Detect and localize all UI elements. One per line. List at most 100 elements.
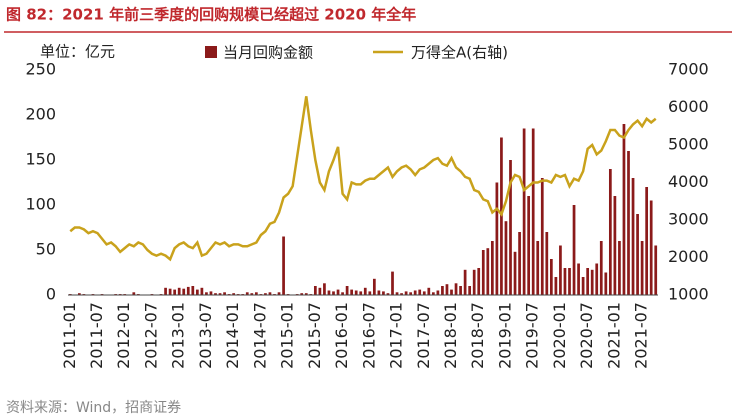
bar xyxy=(350,289,354,295)
bar xyxy=(572,205,576,295)
legend-label: 万得全A(右轴) xyxy=(411,44,508,62)
bar xyxy=(164,287,167,295)
bar xyxy=(463,269,467,295)
x-tick-label: 2020-07 xyxy=(577,302,596,369)
y2-tick-label: 3000 xyxy=(668,210,709,229)
bar xyxy=(264,293,267,295)
bar xyxy=(536,241,540,295)
x-tick-label: 2015-01 xyxy=(278,302,297,369)
x-tick-label: 2016-01 xyxy=(332,302,351,369)
bar xyxy=(413,290,417,295)
bar xyxy=(608,169,612,295)
bar xyxy=(232,293,236,295)
bar xyxy=(599,241,603,295)
bar xyxy=(540,178,544,295)
bar xyxy=(404,291,408,295)
bar xyxy=(513,251,517,295)
bar xyxy=(205,292,208,295)
bar xyxy=(332,291,335,295)
x-tick-label: 2021-07 xyxy=(632,302,651,369)
bar xyxy=(577,263,580,295)
bar xyxy=(554,277,558,295)
x-tick-label: 2018-01 xyxy=(441,302,460,369)
bar xyxy=(636,214,639,295)
bar xyxy=(559,245,562,295)
bar xyxy=(359,291,363,295)
bar xyxy=(409,292,413,295)
bar xyxy=(504,221,508,295)
bar xyxy=(622,124,626,295)
bar xyxy=(318,287,322,295)
bar xyxy=(345,286,349,295)
bar xyxy=(168,288,172,295)
bar xyxy=(245,292,249,295)
bar xyxy=(372,278,376,295)
bar xyxy=(282,236,285,295)
bar xyxy=(377,290,381,295)
bar xyxy=(441,286,444,295)
bar xyxy=(300,293,304,295)
bar xyxy=(581,277,585,295)
bar xyxy=(522,128,526,295)
y2-tick-label: 1000 xyxy=(668,285,709,304)
bar xyxy=(177,287,181,295)
bar xyxy=(431,292,435,295)
y2-tick-label: 7000 xyxy=(668,60,709,79)
y-tick-label: 50 xyxy=(36,240,56,259)
bar xyxy=(254,292,258,295)
bar xyxy=(645,187,649,295)
bar xyxy=(391,271,394,295)
bar xyxy=(590,269,594,295)
bar xyxy=(218,293,222,295)
bar xyxy=(214,293,217,295)
bar xyxy=(195,289,199,295)
bar xyxy=(182,288,186,295)
bar xyxy=(509,160,512,295)
bar xyxy=(354,290,358,295)
bar xyxy=(604,272,608,295)
bar xyxy=(400,293,403,295)
bar xyxy=(341,292,344,295)
unit-label: 单位：亿元 xyxy=(40,43,115,61)
y-tick-label: 200 xyxy=(25,105,56,124)
bar xyxy=(386,293,390,295)
x-tick-label: 2018-07 xyxy=(468,302,487,369)
bar xyxy=(586,268,590,295)
bar xyxy=(531,128,535,295)
legend-swatch xyxy=(205,46,217,58)
y2-tick-label: 6000 xyxy=(668,97,709,116)
bar xyxy=(459,286,462,295)
chart-title: 图 82：2021 年前三季度的回购规模已经超过 2020 年全年 xyxy=(6,6,416,24)
bar xyxy=(613,196,617,295)
bar xyxy=(277,292,281,295)
y-tick-label: 100 xyxy=(25,195,56,214)
x-tick-label: 2017-07 xyxy=(414,302,433,369)
x-tick-label: 2019-07 xyxy=(523,302,542,369)
bar xyxy=(486,248,490,295)
legend-label: 当月回购金额 xyxy=(223,44,313,62)
source: 资料来源：Wind，招商证券 xyxy=(6,400,181,416)
x-tick-label: 2016-07 xyxy=(359,302,378,369)
bar xyxy=(472,269,476,295)
x-tick-label: 2013-07 xyxy=(196,302,215,369)
bar xyxy=(368,291,372,295)
bar xyxy=(323,283,326,295)
bar xyxy=(186,286,190,295)
bar xyxy=(649,200,653,295)
x-tick-label: 2012-07 xyxy=(141,302,160,369)
bar xyxy=(527,196,531,295)
bar xyxy=(454,283,458,295)
y2-tick-label: 2000 xyxy=(668,247,709,266)
x-tick-label: 2017-01 xyxy=(387,302,406,369)
bar xyxy=(304,293,308,295)
bar xyxy=(549,259,553,295)
y2-tick-label: 5000 xyxy=(668,135,709,154)
x-tick-label: 2021-01 xyxy=(604,302,623,369)
x-tick-label: 2015-07 xyxy=(305,302,324,369)
bar xyxy=(654,245,658,295)
bar xyxy=(481,250,485,295)
x-tick-label: 2012-01 xyxy=(114,302,133,369)
bar xyxy=(545,232,549,295)
bar xyxy=(518,232,521,295)
